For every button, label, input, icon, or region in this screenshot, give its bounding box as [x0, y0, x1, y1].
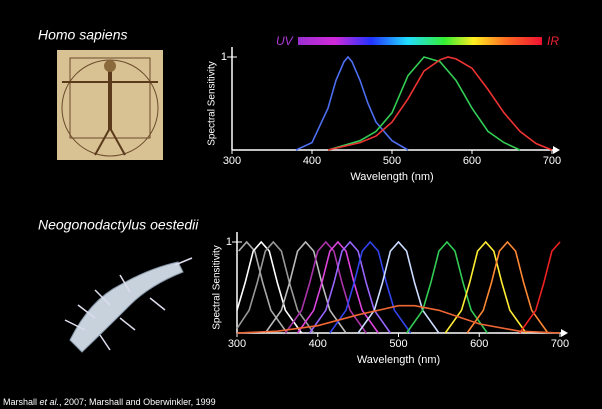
y-axis-label: Spectral Sensitivity [212, 245, 223, 329]
spectrum-label: UV [276, 34, 294, 48]
sensitivity-line [264, 240, 347, 334]
sensitivity-line [327, 56, 521, 151]
sensitivity-line [518, 241, 561, 334]
x-tick-label: 600 [463, 155, 481, 167]
sensitivity-line [236, 240, 303, 334]
sensitivity-line [296, 240, 379, 334]
y-axis-label: Spectral Sensitivity [207, 61, 218, 145]
x-tick-label: 400 [303, 155, 321, 167]
x-tick-label: 300 [228, 338, 246, 350]
sensitivity-line [295, 55, 409, 151]
chart-title: Neogonodactylus oestedii [38, 217, 199, 233]
sensitivity-line [329, 240, 412, 334]
footnote-text: et al. [40, 397, 60, 407]
sensitivity-line [284, 240, 367, 334]
sensitivity-line [236, 304, 561, 334]
sensitivity-line [405, 240, 488, 334]
x-tick-label: 600 [470, 338, 488, 350]
footnote-text: , 2007; Marshall and Oberwinkler, 1999 [59, 397, 216, 407]
x-tick-label: 500 [389, 338, 407, 350]
y-tick-label: 1 [226, 236, 232, 248]
sensitivity-line [466, 240, 549, 334]
shrimp-image [64, 257, 193, 353]
x-axis-arrow [553, 146, 560, 154]
spectrum-label: IR [547, 34, 559, 48]
sensitivity-line [309, 240, 392, 334]
sensitivity-line [238, 240, 288, 334]
x-tick-label: 400 [309, 338, 327, 350]
x-axis-arrow [561, 329, 568, 337]
x-tick-label: 300 [223, 155, 241, 167]
charts: Homo sapiens UV IR 300 400 500 600 700 1 Waveleng… [38, 27, 569, 366]
x-axis-label: Wavelength (nm) [350, 171, 433, 183]
footnote: Marshall et al., 2007; Marshall and Ober… [3, 397, 216, 407]
x-axis-label: Wavelength (nm) [357, 354, 440, 366]
sensitivity-line [444, 240, 527, 334]
sensitivity-line [357, 240, 440, 334]
vitruvian-image [57, 50, 163, 160]
sensitivity-line [327, 56, 553, 151]
y-tick-label: 1 [221, 51, 227, 63]
x-tick-label: 500 [383, 155, 401, 167]
chart-title: Homo sapiens [38, 27, 128, 43]
x-tick-label: 700 [551, 338, 569, 350]
spectrum-bar [298, 37, 542, 45]
sensitivity-line [236, 240, 315, 334]
footnote-text: Marshall [3, 397, 40, 407]
x-tick-label: 700 [543, 155, 561, 167]
